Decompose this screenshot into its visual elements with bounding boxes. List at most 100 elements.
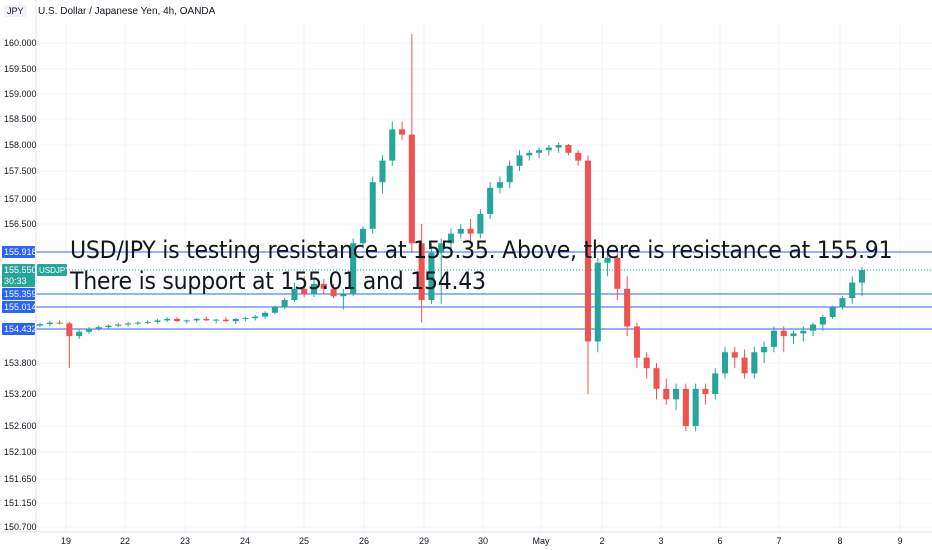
y-tick-label: 151.150 bbox=[4, 498, 37, 508]
candle-body bbox=[526, 152, 533, 156]
y-tick-label: 152.100 bbox=[4, 447, 37, 457]
candle-body bbox=[173, 318, 181, 322]
candle-body bbox=[262, 312, 269, 317]
candle-body bbox=[477, 214, 484, 234]
price-label-bg bbox=[2, 246, 35, 258]
candle-body bbox=[673, 388, 680, 400]
candle-body bbox=[281, 299, 288, 308]
x-tick-label: 22 bbox=[120, 536, 130, 546]
candle-body bbox=[232, 318, 239, 322]
annotation-line-2: There is support at 155.01 and 154.43 bbox=[70, 267, 486, 295]
y-tick-label: 159.500 bbox=[4, 64, 37, 74]
candle-body bbox=[614, 257, 621, 289]
x-tick-label: 23 bbox=[180, 536, 190, 546]
price-label-text: 154.432 bbox=[4, 324, 37, 334]
symbol-badge[interactable]: JPY bbox=[4, 5, 27, 17]
y-tick-label: 150.700 bbox=[4, 522, 37, 532]
candle-body bbox=[506, 165, 513, 183]
last-symbol-badge-text: USDJPY bbox=[39, 266, 71, 275]
candle-body bbox=[545, 147, 552, 151]
x-tick-label: 19 bbox=[61, 536, 71, 546]
candle-body bbox=[105, 325, 112, 328]
candle-body bbox=[379, 160, 386, 183]
candle-body bbox=[575, 152, 582, 161]
candle-body bbox=[242, 318, 249, 320]
y-tick-label: 159.000 bbox=[4, 89, 37, 99]
candle-body bbox=[643, 357, 650, 369]
price-label-bg bbox=[2, 288, 35, 300]
candle-body bbox=[36, 324, 44, 326]
x-tick-label: 2 bbox=[599, 536, 604, 546]
candle-body bbox=[252, 316, 259, 319]
candle-body bbox=[399, 129, 406, 135]
candle-body bbox=[291, 288, 298, 300]
candle-body bbox=[496, 182, 503, 188]
x-tick-label: 24 bbox=[240, 536, 250, 546]
y-tick-label: 156.500 bbox=[4, 219, 37, 229]
candle-body bbox=[751, 352, 758, 374]
candle-body bbox=[731, 352, 738, 358]
candle-body bbox=[721, 352, 729, 374]
x-tick-label: 29 bbox=[419, 536, 429, 546]
price-label-text: 30:33 bbox=[4, 276, 27, 286]
y-tick-label: 160.000 bbox=[4, 38, 37, 48]
y-tick-label: 158.500 bbox=[4, 114, 37, 124]
x-tick-label: 25 bbox=[299, 536, 309, 546]
y-tick-label: 157.000 bbox=[4, 194, 37, 204]
candle-body bbox=[330, 288, 337, 297]
chart-title: U.S. Dollar / Japanese Yen, 4h, OANDA bbox=[38, 6, 216, 17]
candle-body bbox=[770, 330, 777, 347]
price-label-bg bbox=[2, 275, 35, 287]
candle-body bbox=[134, 322, 141, 324]
candle-body bbox=[222, 319, 229, 322]
candle-body bbox=[144, 321, 151, 323]
candle-body bbox=[359, 228, 366, 244]
candle-body bbox=[183, 320, 190, 322]
candle-body bbox=[594, 262, 601, 342]
candle-body bbox=[682, 388, 689, 426]
candle-body bbox=[712, 373, 719, 394]
x-tick-label: 3 bbox=[658, 536, 663, 546]
annotation-line-1: USD/JPY is testing resistance at 155.35.… bbox=[70, 236, 893, 264]
price-label-text: 155.014 bbox=[4, 302, 37, 312]
grid bbox=[36, 24, 932, 532]
candle-body bbox=[350, 243, 357, 295]
x-axis: 19 22 23 24 25 26 29 30 May 2 3 6 7 8 9 bbox=[0, 531, 932, 546]
candle-body bbox=[839, 298, 846, 308]
candle-body bbox=[849, 282, 856, 299]
candle-body bbox=[164, 318, 171, 321]
candle-body bbox=[565, 145, 572, 153]
candle-body bbox=[624, 288, 631, 327]
candle-body bbox=[115, 324, 122, 326]
candle-body bbox=[213, 319, 220, 321]
candle-body bbox=[761, 346, 768, 353]
y-tick-label: 157.500 bbox=[4, 166, 37, 176]
support-resistance-lines bbox=[36, 251, 932, 330]
price-label-bg bbox=[2, 323, 35, 335]
x-tick-label: 26 bbox=[359, 536, 369, 546]
candle-body bbox=[408, 134, 415, 244]
candle-body bbox=[76, 331, 83, 337]
candle-body bbox=[487, 187, 494, 214]
candle-body bbox=[790, 333, 797, 337]
candles bbox=[36, 34, 866, 432]
candle-body bbox=[858, 270, 866, 283]
candle-body bbox=[536, 150, 543, 153]
price-label-bg bbox=[2, 264, 35, 276]
candle-body bbox=[193, 318, 200, 321]
candle-body bbox=[66, 323, 73, 337]
candle-body bbox=[829, 307, 836, 317]
price-label-text: 155.918 bbox=[4, 247, 37, 257]
y-tick-label: 153.800 bbox=[4, 358, 37, 368]
x-tick-label: 9 bbox=[897, 536, 902, 546]
y-tick-label: 152.600 bbox=[4, 421, 37, 431]
candle-body bbox=[418, 243, 425, 300]
candle-body bbox=[340, 294, 347, 297]
candle-body bbox=[457, 228, 464, 234]
candle-body bbox=[810, 324, 817, 331]
x-tick-label: 7 bbox=[776, 536, 781, 546]
candle-body bbox=[516, 155, 523, 166]
y-tick-label: 151.650 bbox=[4, 474, 37, 484]
